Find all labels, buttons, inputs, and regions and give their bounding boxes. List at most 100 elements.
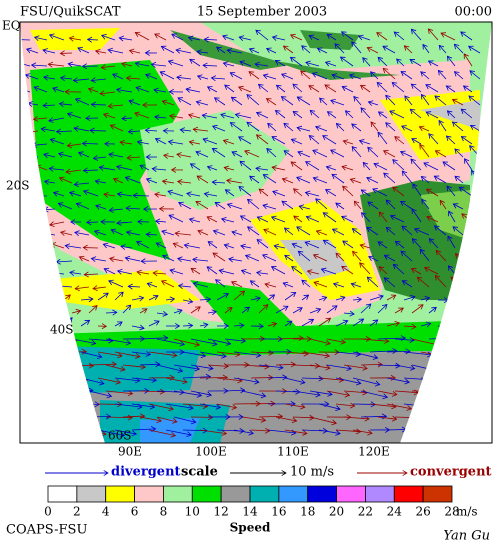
arrow-head: [469, 70, 475, 76]
wind-arrow: [454, 43, 464, 54]
arrow-head: [231, 404, 238, 410]
arrow-head: [48, 117, 54, 124]
wind-arrow: [56, 130, 73, 133]
arrow-head: [54, 364, 61, 371]
arrow-head: [238, 186, 245, 192]
arrow-head: [292, 188, 299, 194]
arrow-head: [376, 81, 383, 88]
wind-arrow: [351, 41, 362, 54]
wind-arrow: [207, 364, 229, 367]
wind-arrow: [46, 292, 55, 301]
arrow-head: [404, 378, 410, 385]
wind-arrow: [131, 297, 144, 301]
arrow-head: [434, 150, 441, 156]
wind-arrow: [246, 121, 260, 132]
arrow-head: [435, 249, 442, 256]
wind-arrow: [442, 161, 456, 171]
wind-arrow: [330, 149, 345, 158]
wind-arrow: [82, 142, 99, 145]
wind-arrow: [104, 268, 116, 275]
arrow-head: [77, 151, 84, 157]
wind-arrow: [343, 390, 367, 394]
wind-arrow: [401, 125, 413, 132]
arrow-head: [90, 256, 97, 263]
wind-arrow: [79, 256, 90, 262]
arrow-head: [356, 296, 363, 303]
wind-arrow: [378, 111, 388, 119]
arrow-head: [296, 176, 302, 182]
wind-arrow: [428, 133, 439, 145]
wind-arrow: [362, 162, 371, 171]
wind-arrow: [367, 276, 379, 288]
wind-arrow: [197, 230, 209, 236]
arrow-head: [271, 165, 277, 171]
wind-arrow: [300, 70, 311, 80]
arrow-head: [289, 56, 296, 63]
arrow-head: [334, 43, 340, 49]
wind-arrow: [353, 96, 362, 106]
wind-arrow: [195, 151, 209, 158]
arrow-head: [301, 279, 307, 286]
wind-arrow: [327, 111, 337, 119]
wind-arrow: [318, 429, 341, 434]
arrow-head: [69, 270, 75, 276]
arrow-head: [409, 414, 416, 421]
arrow-head: [318, 375, 324, 382]
arrow-head: [159, 71, 166, 77]
wind-arrow: [162, 180, 175, 184]
wind-arrow: [168, 141, 184, 145]
arrow-head: [84, 319, 91, 326]
arrow-head: [81, 140, 88, 147]
wind-arrow: [225, 189, 235, 197]
arrow-head: [27, 256, 34, 262]
arrow-head: [452, 203, 459, 209]
arrow-head: [92, 285, 98, 292]
wind-arrow: [131, 428, 156, 431]
wind-arrow: [454, 71, 464, 80]
wind-arrow: [216, 403, 237, 409]
arrow-head: [154, 33, 160, 39]
wind-arrow: [165, 403, 194, 409]
arrow-head: [230, 96, 237, 103]
arrow-head: [239, 322, 245, 329]
arrow-head: [109, 124, 116, 130]
wind-arrow: [420, 428, 446, 431]
wind-arrow: [281, 200, 294, 210]
wind-arrow: [321, 268, 337, 275]
arrow-head: [421, 198, 427, 205]
wind-arrow: [258, 188, 269, 197]
wind-arrow: [199, 298, 211, 301]
arrow-head: [451, 98, 458, 104]
wind-arrow: [220, 114, 235, 119]
arrow-head: [360, 212, 367, 218]
arrow-head: [211, 124, 218, 131]
wind-arrow: [188, 37, 201, 41]
wind-arrow: [393, 264, 405, 275]
arrow-head: [366, 276, 373, 283]
arrow-head: [401, 225, 408, 231]
colorbar-tick-label: 14: [242, 505, 258, 519]
arrow-head: [205, 296, 212, 303]
wind-arrow: [471, 351, 492, 357]
arrow-head: [26, 231, 33, 237]
arrow-head: [360, 84, 366, 91]
arrow-head: [201, 113, 208, 119]
wind-arrow: [53, 192, 65, 197]
arrow-head: [160, 280, 167, 286]
arrow-head: [325, 364, 331, 371]
wind-arrow: [317, 48, 328, 54]
arrow-head: [351, 41, 357, 47]
arrow-head: [289, 33, 296, 40]
colorbar-tick-label: 4: [102, 505, 110, 519]
arrow-head: [291, 417, 298, 424]
wind-arrow: [135, 62, 150, 67]
wind-arrow: [335, 429, 361, 433]
wind-arrow: [284, 254, 294, 262]
arrow-head: [238, 35, 245, 41]
colorbar-tick-label: 6: [131, 505, 139, 519]
wind-arrow: [360, 363, 383, 366]
wind-arrow: [190, 390, 212, 396]
wind-arrow: [437, 403, 459, 409]
wind-arrow: [318, 317, 331, 327]
wind-arrow: [162, 255, 175, 262]
